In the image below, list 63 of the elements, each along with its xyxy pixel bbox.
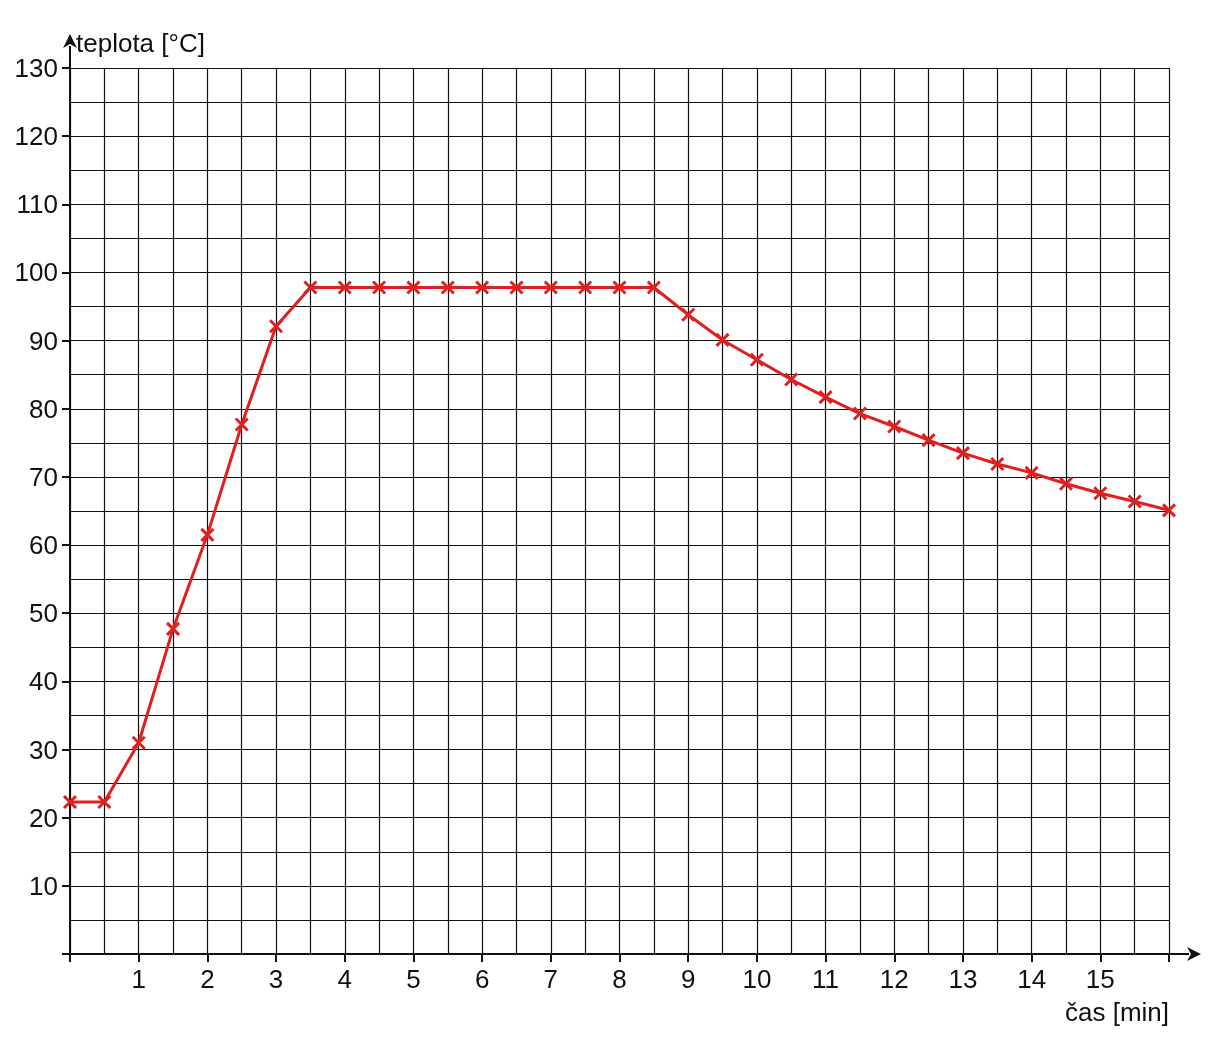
y-tick-label: 120 <box>14 121 58 152</box>
point <box>955 445 971 461</box>
x-tick-label: 5 <box>406 964 421 994</box>
point <box>921 432 937 448</box>
point <box>440 279 456 295</box>
point <box>337 279 353 295</box>
point <box>474 279 490 295</box>
y-tick-label: 110 <box>16 189 58 220</box>
y-tick-label: 10 <box>29 870 58 901</box>
point <box>577 279 593 295</box>
point <box>543 279 559 295</box>
point <box>1092 485 1108 501</box>
point <box>680 307 696 323</box>
point <box>508 279 524 295</box>
point <box>612 279 627 295</box>
point <box>715 332 731 348</box>
y-tick-label: 50 <box>29 598 58 629</box>
y-tick-label: 40 <box>29 666 58 697</box>
point <box>989 456 1005 472</box>
y-tick-label: 60 <box>29 530 58 561</box>
point <box>405 279 421 295</box>
x-tick-label: 13 <box>948 964 978 994</box>
x-tick-label: 6 <box>474 964 490 994</box>
x-tick-label: 10 <box>742 964 772 994</box>
x-tick-label: 3 <box>268 964 284 994</box>
point <box>199 527 215 543</box>
y-tick-label: 100 <box>14 257 58 288</box>
x-tick-label: 7 <box>543 964 559 994</box>
x-tick-label: 9 <box>680 964 696 994</box>
point <box>96 794 112 810</box>
x-tick-label: 14 <box>1017 964 1047 994</box>
point <box>62 794 78 810</box>
y-tick-label: 20 <box>29 802 58 833</box>
x-tick-label: 4 <box>337 964 352 994</box>
point <box>1127 493 1143 509</box>
point <box>234 416 250 432</box>
y-tick-label: 130 <box>14 53 58 83</box>
point <box>818 389 834 405</box>
point <box>886 418 902 434</box>
point <box>783 371 799 387</box>
y-tick-label: 70 <box>29 461 58 492</box>
x-tick-label: 12 <box>879 964 909 994</box>
y-tick-label: 90 <box>29 325 58 356</box>
point <box>1024 465 1040 481</box>
point <box>646 279 662 295</box>
x-tick-label: 15 <box>1085 964 1115 994</box>
point <box>1058 476 1074 492</box>
x-tick-label: 8 <box>612 964 627 994</box>
point <box>371 279 387 295</box>
point <box>302 279 318 295</box>
point <box>268 318 284 334</box>
y-axis-title: teplota [°C] <box>76 28 205 58</box>
point <box>1161 502 1177 518</box>
x-tick-label: 11 <box>812 964 840 994</box>
point <box>165 621 181 637</box>
y-tick-label: 30 <box>29 734 58 765</box>
x-tick-label: 1 <box>131 964 146 994</box>
point <box>131 735 147 751</box>
y-tick-label: 80 <box>29 393 58 424</box>
x-axis-title: čas [min] <box>1064 997 1169 1027</box>
point <box>749 352 765 368</box>
point <box>852 406 868 422</box>
x-tick-label: 2 <box>200 964 215 994</box>
